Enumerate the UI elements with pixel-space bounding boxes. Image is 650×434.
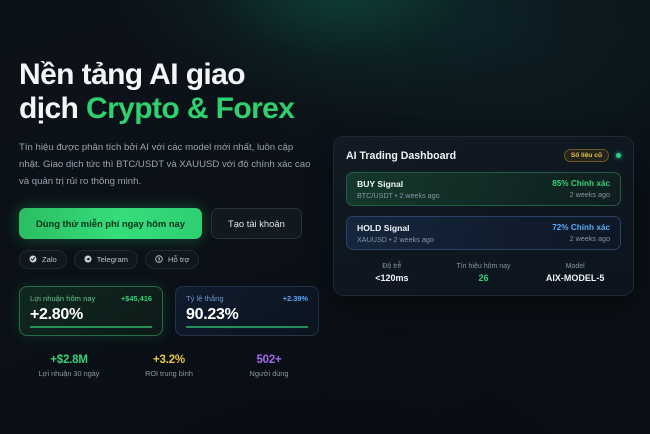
hero-section: Nền tảng AI giao dịch Crypto & Forex Tín… bbox=[19, 58, 319, 378]
dashboard-title: AI Trading Dashboard bbox=[346, 149, 457, 162]
telegram-icon bbox=[84, 255, 92, 263]
help-circle-icon bbox=[155, 255, 163, 263]
hero-subtext: Tín hiệu được phân tích bởi AI với các m… bbox=[19, 142, 311, 187]
signal-hold-accuracy: 72% Chính xác bbox=[552, 223, 610, 232]
headline-accent: Crypto & Forex bbox=[86, 92, 295, 126]
profit-today-delta: +$45,416 bbox=[120, 293, 152, 303]
signal-hold-right: 72% Chính xác 2 weeks ago bbox=[552, 223, 610, 243]
dstat-model: Model AIX-MODEL-5 bbox=[529, 263, 621, 283]
dstat-signals-today: Tín hiệu hôm nay 26 bbox=[438, 263, 530, 283]
signal-hold-name: HOLD Signal bbox=[357, 222, 410, 233]
ai-trading-dashboard-card: AI Trading Dashboard Số liệu cũ BUY Sign… bbox=[333, 136, 634, 296]
dstat-latency-value: <120ms bbox=[375, 273, 409, 283]
headline-line-2-prefix: dịch bbox=[19, 92, 87, 126]
win-rate-card: Tỷ lệ thắng +2.39% 90.23% bbox=[175, 285, 319, 336]
stat-users-value: 502+ bbox=[256, 353, 282, 366]
stat-users-label: Người dùng bbox=[249, 368, 289, 378]
win-rate-label: Tỷ lệ thắng bbox=[186, 293, 224, 303]
profit-today-card: Lợi nhuận hôm nay +$45,416 +2.80% bbox=[19, 285, 163, 336]
chip-support-label: Hỗ trợ bbox=[168, 254, 190, 264]
summary-stats-row: +$2.8M Lợi nhuận 30 ngày +3.2% ROI trung… bbox=[19, 354, 319, 378]
win-rate-sparkline bbox=[186, 326, 308, 328]
win-rate-value: 90.23% bbox=[186, 305, 239, 323]
dstat-model-value: AIX-MODEL-5 bbox=[545, 273, 605, 283]
dstat-latency: Độ trễ <120ms bbox=[346, 263, 438, 283]
dashboard-header-right: Số liệu cũ bbox=[563, 149, 621, 162]
page-title: Nền tảng AI giao dịch Crypto & Forex bbox=[19, 58, 319, 126]
stat-profit-30d: +$2.8M Lợi nhuận 30 ngày bbox=[19, 354, 119, 378]
signal-hold-time: 2 weeks ago bbox=[569, 234, 610, 243]
stat-avg-roi-label: ROI trung bình bbox=[145, 368, 193, 378]
stat-avg-roi: +3.2% ROI trung bình bbox=[119, 354, 219, 378]
check-circle-icon bbox=[29, 255, 37, 263]
chip-zalo-label: Zalo bbox=[42, 254, 57, 264]
signal-hold-left: HOLD Signal XAUUSD • 2 weeks ago bbox=[357, 223, 434, 244]
stat-profit-30d-label: Lợi nhuận 30 ngày bbox=[38, 368, 100, 378]
signal-row-hold[interactable]: HOLD Signal XAUUSD • 2 weeks ago 72% Chí… bbox=[346, 216, 621, 250]
cta-row: Dùng thử miễn phí ngay hôm nay Tạo tài k… bbox=[19, 207, 319, 239]
dashboard-stats-row: Độ trễ <120ms Tín hiệu hôm nay 26 Model … bbox=[346, 263, 621, 283]
dstat-signals-today-label: Tín hiệu hôm nay bbox=[456, 263, 511, 270]
create-account-button[interactable]: Tạo tài khoản bbox=[210, 207, 302, 239]
signal-buy-left: BUY Signal BTC/USDT • 2 weeks ago bbox=[357, 179, 440, 200]
signal-buy-sub: BTC/USDT • 2 weeks ago bbox=[357, 190, 440, 200]
chip-telegram[interactable]: Telegram bbox=[73, 249, 139, 269]
dstat-latency-label: Độ trễ bbox=[382, 263, 402, 270]
status-badge: Số liệu cũ bbox=[563, 149, 609, 162]
live-indicator-icon bbox=[616, 153, 621, 158]
signal-buy-time: 2 weeks ago bbox=[569, 190, 610, 199]
profit-today-value: +2.80% bbox=[30, 305, 83, 323]
profit-today-label: Lợi nhuận hôm nay bbox=[30, 293, 96, 303]
signal-hold-sub: XAUUSD • 2 weeks ago bbox=[357, 234, 434, 244]
dstat-signals-today-value: 26 bbox=[478, 273, 489, 283]
dstat-model-label: Model bbox=[565, 263, 585, 270]
mini-stat-card-row: Lợi nhuận hôm nay +$45,416 +2.80% Tỷ lệ … bbox=[19, 285, 319, 336]
headline-line-1: Nền tảng AI giao bbox=[19, 58, 246, 91]
free-trial-button[interactable]: Dùng thử miễn phí ngay hôm nay bbox=[19, 207, 202, 239]
signal-buy-right: 85% Chính xác 2 weeks ago bbox=[552, 179, 610, 199]
signal-buy-accuracy: 85% Chính xác bbox=[552, 179, 610, 188]
stat-users: 502+ Người dùng bbox=[219, 354, 319, 378]
chip-telegram-label: Telegram bbox=[96, 254, 129, 264]
chip-zalo[interactable]: Zalo bbox=[19, 249, 67, 269]
stat-profit-30d-value: +$2.8M bbox=[50, 353, 88, 366]
profit-today-sparkline bbox=[30, 326, 152, 328]
dashboard-header: AI Trading Dashboard Số liệu cũ bbox=[346, 149, 621, 162]
contact-chip-row: Zalo Telegram Hỗ trợ bbox=[19, 249, 319, 269]
signal-buy-name: BUY Signal bbox=[357, 178, 404, 189]
chip-support[interactable]: Hỗ trợ bbox=[145, 249, 200, 269]
win-rate-delta: +2.39% bbox=[282, 293, 308, 303]
signal-row-buy[interactable]: BUY Signal BTC/USDT • 2 weeks ago 85% Ch… bbox=[346, 172, 621, 206]
stat-avg-roi-value: +3.2% bbox=[153, 353, 185, 366]
